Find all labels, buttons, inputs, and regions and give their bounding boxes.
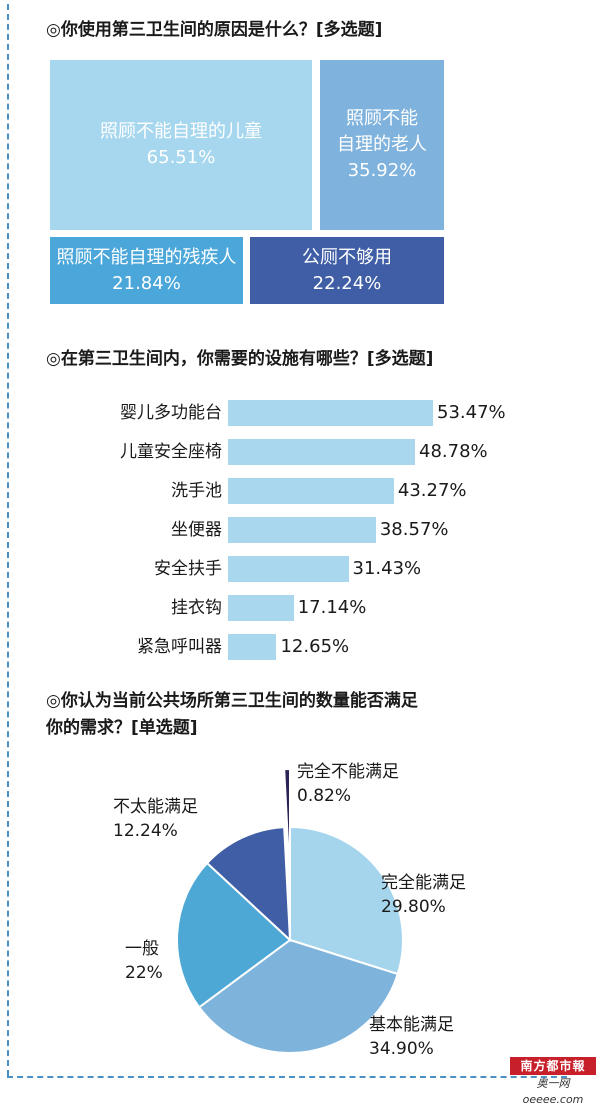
bar-value-label: 53.47% <box>437 402 506 423</box>
publisher-site: 奥一网oeeee.com <box>522 1077 584 1106</box>
pie-label-value: 29.80% <box>381 897 446 917</box>
bar-row: 安全扶手 31.43% <box>0 555 600 583</box>
tile-label: 公厕不够用 <box>302 246 392 268</box>
pie-slice <box>176 861 292 1009</box>
bar <box>228 595 294 621</box>
q3-title-line1: ◎你认为当前公共场所第三卫生间的数量能否满足 <box>46 691 418 711</box>
pie-label-average: 一般 22% <box>125 937 163 985</box>
bar <box>228 400 433 426</box>
pie-label-not-quite: 不太能满足 12.24% <box>113 795 198 843</box>
pie-slice <box>289 825 404 976</box>
pie-label-value: 34.90% <box>369 1039 434 1059</box>
bar-row: 儿童安全座椅 48.78% <box>0 438 600 466</box>
bar <box>228 517 376 543</box>
pie-label-value: 22% <box>125 963 163 983</box>
bar-row: 婴儿多功能台 53.47% <box>0 399 600 427</box>
tile-label-line2: 自理的老人 <box>337 134 427 155</box>
pie-slice <box>197 938 400 1054</box>
pie-label-name: 完全不能满足 <box>297 762 399 782</box>
bar-category-label: 挂衣钩 <box>171 598 222 618</box>
pie-slice <box>205 826 292 943</box>
bar <box>228 439 416 465</box>
tile-label: 照顾不能自理的儿童 <box>100 121 262 142</box>
bar-category-label: 紧急呼叫器 <box>137 637 222 657</box>
q1-title: ◎你使用第三卫生间的原因是什么？[多选题] <box>46 20 383 40</box>
bar-category-label: 安全扶手 <box>154 559 222 579</box>
pie-label-value: 0.82% <box>297 786 352 806</box>
dashed-frame-left <box>7 4 9 1076</box>
pie-label-name: 不太能满足 <box>113 797 198 817</box>
pie-label-name: 基本能满足 <box>369 1015 454 1035</box>
bar-value-label: 38.57% <box>379 519 449 540</box>
dashed-frame-bottom <box>7 1076 567 1078</box>
tile-value: 65.51% <box>146 147 216 168</box>
tile-value: 22.24% <box>312 272 382 294</box>
treemap-tile-elderly: 照顾不能 自理的老人 35.92% <box>320 60 444 230</box>
bar-value-label: 43.27% <box>397 480 467 501</box>
bar-value-label: 17.14% <box>297 597 367 618</box>
bar-row: 紧急呼叫器 12.65% <box>0 633 600 661</box>
pie-label-not-at-all: 完全不能满足 0.82% <box>297 760 399 808</box>
bar-value-label: 48.78% <box>419 441 488 462</box>
publisher-logo: 南方都市報 <box>510 1057 596 1075</box>
bar-value-label: 12.65% <box>280 636 350 657</box>
bar-row: 洗手池 43.27% <box>0 477 600 505</box>
q2-title: ◎在第三卫生间内，你需要的设施有哪些？[多选题] <box>46 349 434 369</box>
bar <box>228 634 277 660</box>
bar-category-label: 婴儿多功能台 <box>120 403 222 423</box>
pie-label-name: 一般 <box>125 939 159 959</box>
bar-row: 挂衣钩 17.14% <box>0 594 600 622</box>
tile-value: 35.92% <box>347 160 417 181</box>
tile-label-line1: 照顾不能 <box>346 108 418 129</box>
bar-category-label: 洗手池 <box>171 481 222 501</box>
tile-label: 照顾不能自理的残疾人 <box>56 246 237 268</box>
pie-slice <box>283 767 291 883</box>
bar <box>228 556 349 582</box>
q3-title-line2: 你的需求？[单选题] <box>46 718 198 738</box>
pie-label-name: 完全能满足 <box>381 873 466 893</box>
bar-value-label: 31.43% <box>352 558 422 579</box>
treemap-tile-public-toilet: 公厕不够用 22.24% <box>250 237 444 304</box>
treemap-tile-children: 照顾不能自理的儿童 65.51% <box>50 60 312 230</box>
treemap-tile-disabled: 照顾不能自理的残疾人 21.84% <box>50 237 243 304</box>
bar-category-label: 坐便器 <box>171 520 222 540</box>
pie-label-basically: 基本能满足 34.90% <box>369 1013 454 1061</box>
pie-label-fully: 完全能满足 29.80% <box>381 871 466 919</box>
bar-row: 坐便器 38.57% <box>0 516 600 544</box>
tile-value: 21.84% <box>112 272 181 294</box>
bar-category-label: 儿童安全座椅 <box>120 442 222 462</box>
pie-label-value: 12.24% <box>113 821 178 841</box>
bar <box>228 478 394 504</box>
